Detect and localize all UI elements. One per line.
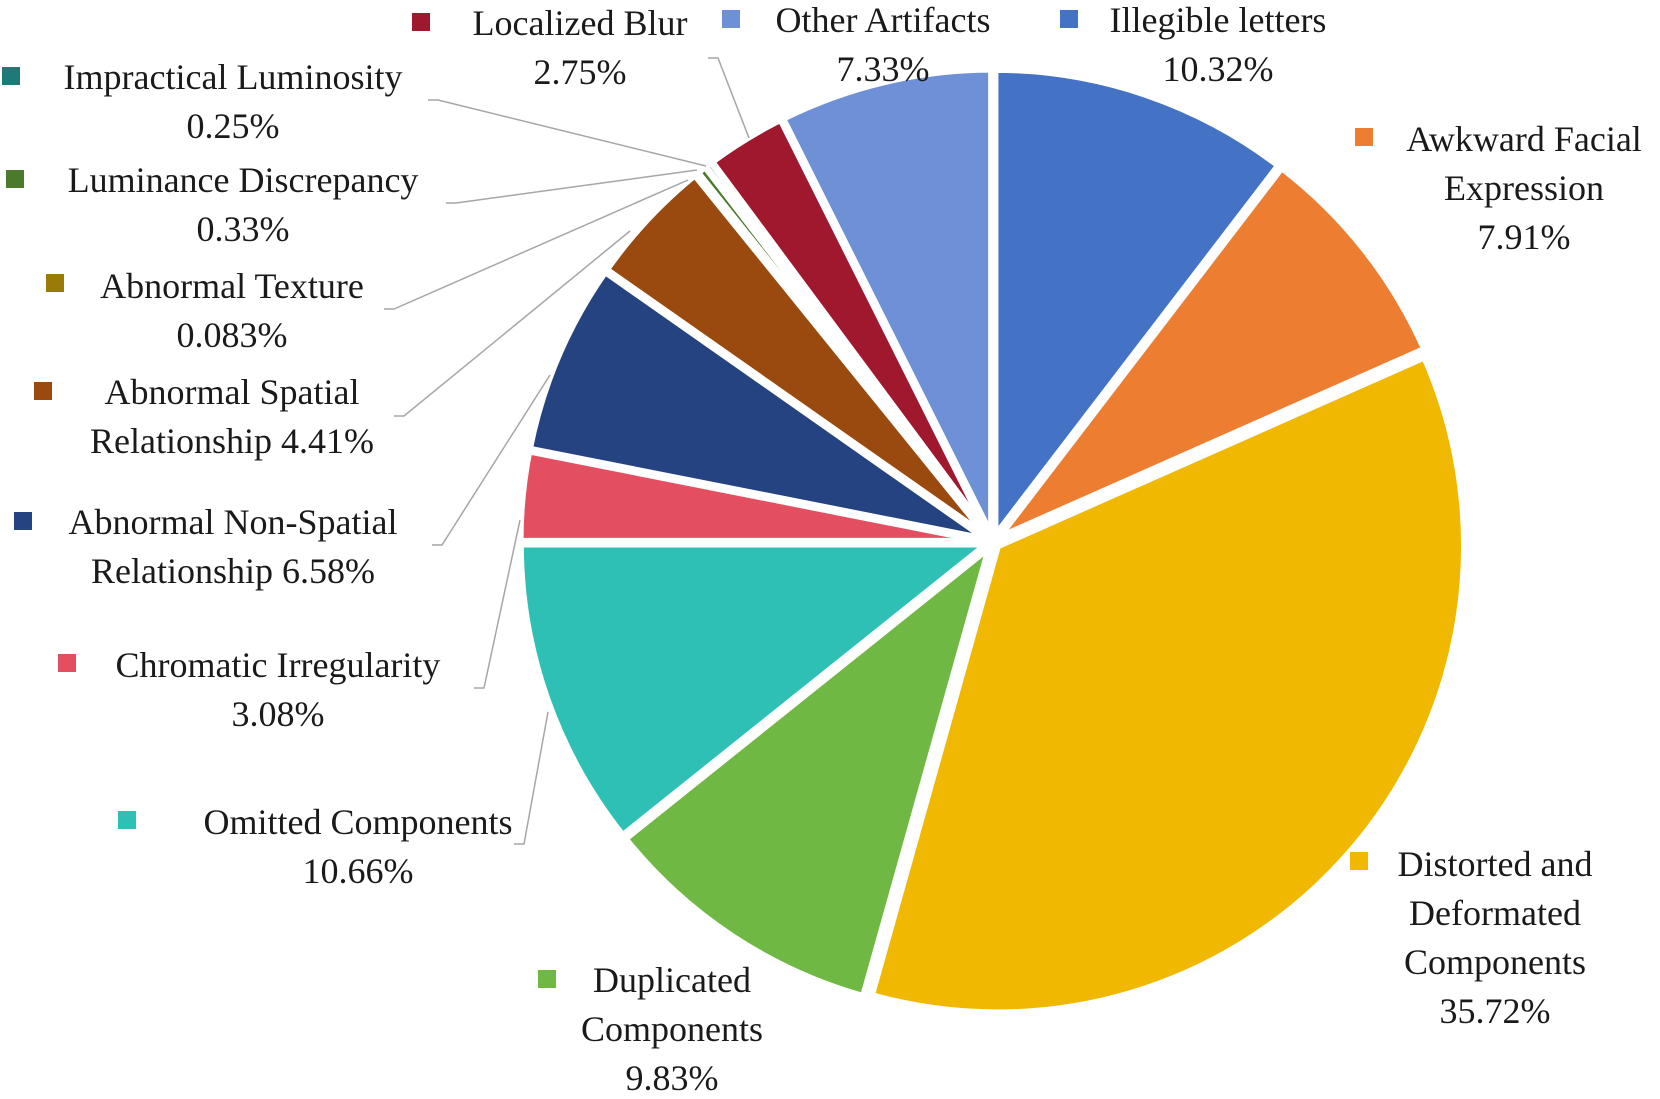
legend-marker-abnormal-non-spatial-relationship — [14, 512, 32, 530]
pie-slice-awkward-facial-expression — [994, 162, 1430, 542]
leader-line-chromatic-irregularity — [474, 519, 521, 689]
slice-label-awkward-facial-expression: Awkward Facial Expression 7.91% — [1406, 119, 1642, 257]
legend-marker-abnormal-spatial-relationship — [34, 382, 52, 400]
legend-marker-distorted-and-deformated-components — [1350, 852, 1368, 870]
slice-label-impractical-luminosity: Impractical Luminosity 0.25% — [64, 57, 403, 146]
legend-marker-luminance-discrepancy — [6, 170, 24, 188]
legend-marker-duplicated-components — [538, 970, 556, 988]
slice-label-chromatic-irregularity: Chromatic Irregularity 3.08% — [116, 645, 441, 734]
legend-marker-abnormal-texture — [46, 274, 64, 292]
pie-slice-abnormal-non-spatial-relationship — [525, 266, 990, 544]
slice-label-abnormal-texture: Abnormal Texture 0.083% — [100, 266, 364, 355]
legend-marker-awkward-facial-expression — [1355, 128, 1373, 146]
slice-label-other-artifacts: Other Artifacts 7.33% — [776, 0, 991, 89]
pie-slice-duplicated-components — [620, 537, 996, 1001]
slice-label-localized-blur: Localized Blur 2.75% — [473, 3, 688, 92]
leader-line-abnormal-spatial-relationship — [394, 230, 631, 417]
legend-marker-other-artifacts — [722, 10, 740, 28]
leader-line-omitted-components — [514, 711, 549, 845]
slice-label-duplicated-components: Duplicated Components 9.83% — [581, 960, 763, 1098]
legend-marker-impractical-luminosity — [2, 67, 20, 85]
pie-slices — [516, 65, 1469, 1017]
leader-line-abnormal-texture — [384, 179, 689, 310]
pie-slice-distorted-and-deformated-components — [866, 352, 1469, 1017]
leader-line-localized-blur — [708, 57, 750, 139]
leader-lines — [384, 57, 750, 845]
pie-slice-illegible-letters — [991, 65, 1284, 547]
pie-slice-other-artifacts — [777, 65, 996, 538]
legend-marker-localized-blur — [412, 13, 430, 31]
legend-marker-illegible-letters — [1060, 10, 1078, 28]
slice-label-luminance-discrepancy: Luminance Discrepancy 0.33% — [68, 160, 419, 249]
slice-label-abnormal-spatial-relationship: Abnormal Spatial Relationship 4.41% — [90, 372, 374, 461]
leader-line-impractical-luminosity — [428, 99, 707, 167]
legend-marker-omitted-components — [118, 811, 136, 829]
slice-label-illegible-letters: Illegible letters 10.32% — [1110, 0, 1327, 89]
leader-line-abnormal-non-spatial-relationship — [432, 374, 551, 546]
slice-label-omitted-components: Omitted Components 10.66% — [204, 802, 513, 891]
slice-label-abnormal-non-spatial-relationship: Abnormal Non-Spatial Relationship 6.58% — [69, 502, 398, 591]
pie-slice-omitted-components — [516, 540, 998, 841]
legend-marker-chromatic-irregularity — [58, 654, 76, 672]
slice-label-distorted-and-deformated-components: Distorted and Deformated Components 35.72% — [1398, 844, 1593, 1031]
leader-line-luminance-discrepancy — [446, 169, 698, 204]
